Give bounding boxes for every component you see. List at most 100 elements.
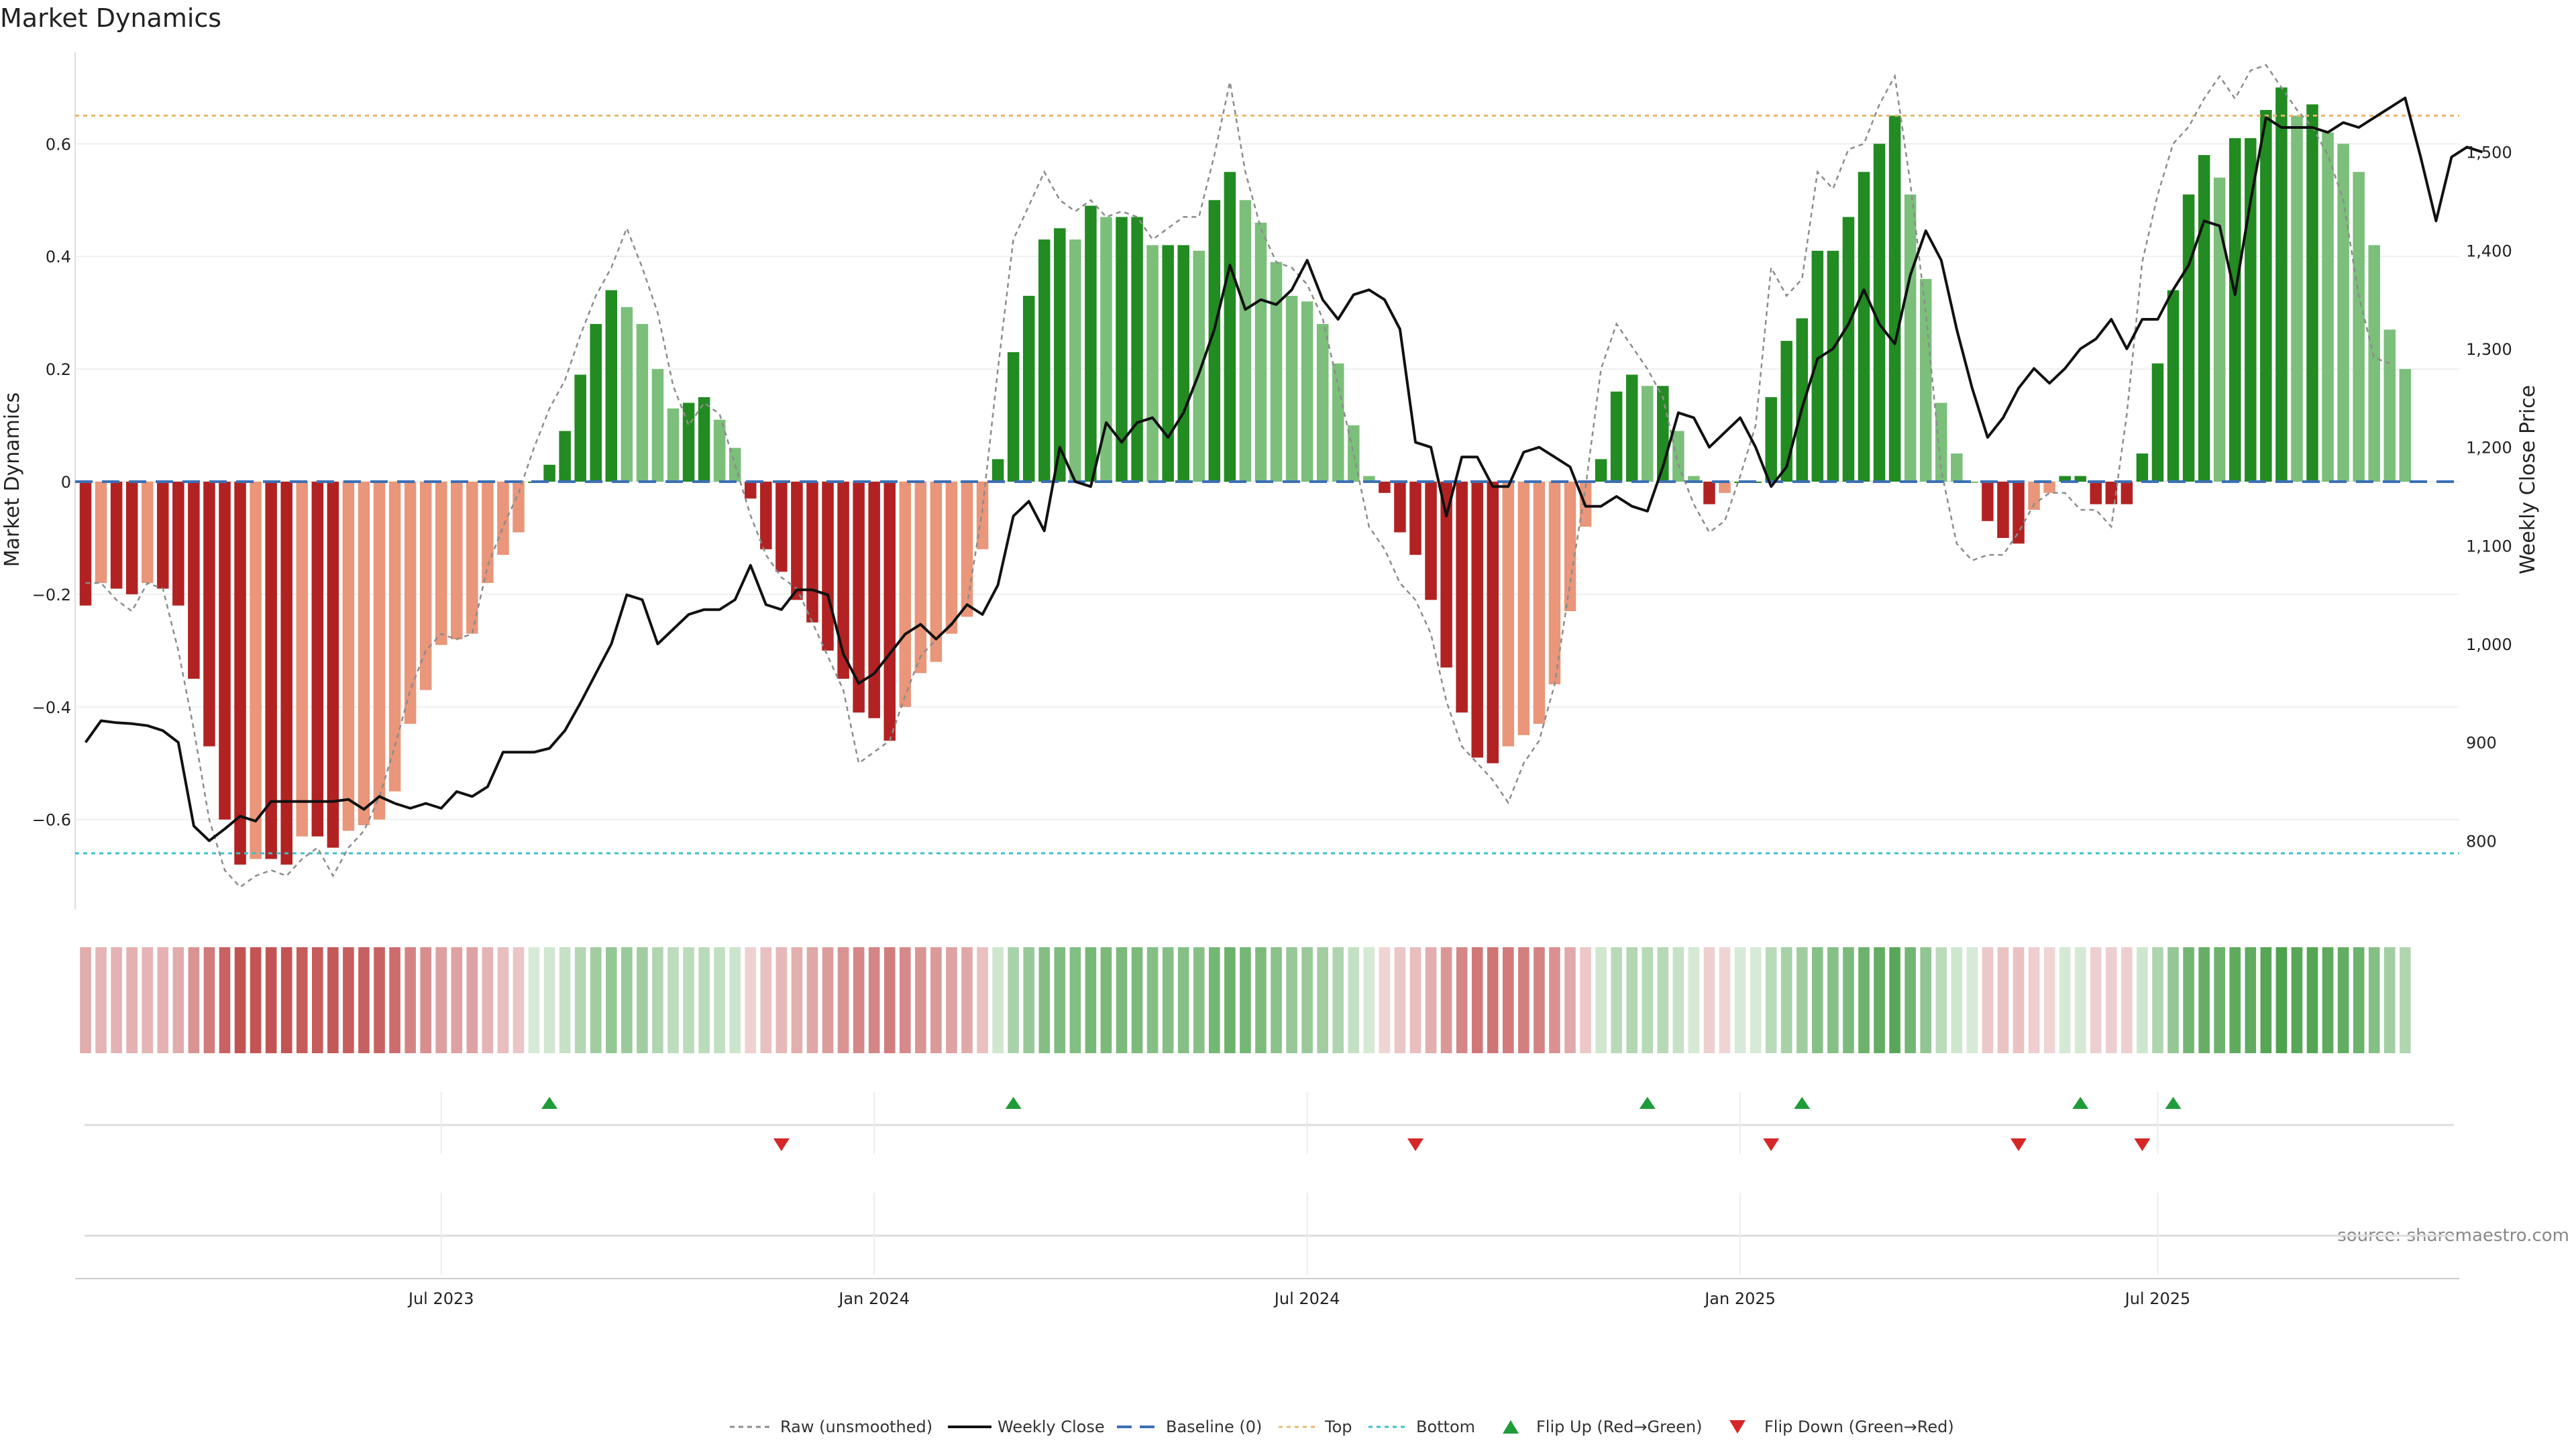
momentum-bar [388,482,401,792]
regime-cell [451,947,463,1053]
momentum-bar [1502,482,1515,747]
momentum-bar [1966,482,1978,483]
regime-cell [157,947,169,1053]
momentum-bar [188,482,200,679]
regime-cell [1858,947,1870,1053]
regime-cell [2291,947,2303,1053]
regime-cell [1286,947,1297,1053]
legend-swatch-flip-down [1729,1420,1746,1434]
momentum-bar [1177,245,1189,482]
regime-cell [513,947,525,1053]
regime-cell [2043,947,2055,1053]
legend-label: Raw (unsmoothed) [780,1417,932,1436]
flip-up-marker [541,1097,558,1109]
regime-cell [2152,947,2163,1053]
regime-cell [683,947,694,1053]
momentum-bar [141,482,154,584]
momentum-bar [543,464,555,482]
regime-cell [946,947,957,1053]
regime-cell [327,947,339,1053]
regime-cell [1626,947,1638,1053]
momentum-bar [667,408,680,482]
regime-cell [1503,947,1514,1053]
regime-cell [977,947,988,1053]
regime-cell [95,947,107,1053]
regime-cell [1549,947,1560,1053]
momentum-bar [1919,278,1932,482]
regime-cell [296,947,308,1053]
regime-cell [652,947,663,1053]
regime-strip [80,947,2411,1053]
momentum-bar [1811,250,1824,482]
lower-panel [75,1234,2459,1279]
momentum-bar [2136,453,2149,482]
regime-cell [1255,947,1267,1053]
regime-cell [1008,947,1019,1053]
regime-cell [1920,947,1932,1053]
regime-cell [775,947,788,1053]
momentum-bar [1564,482,1576,612]
momentum-bar [559,431,571,482]
momentum-bar [2337,144,2349,482]
momentum-bar [2291,115,2303,482]
momentum-bar [219,482,231,820]
regime-cell [559,947,571,1053]
flip-markers-panel [85,1097,2454,1151]
momentum-bar [853,482,865,713]
momentum-bar [1270,262,1283,482]
momentum-bar [1301,301,1313,482]
regime-cell [2306,947,2318,1053]
momentum-bar [1780,341,1792,482]
flip-up-marker [2165,1097,2182,1109]
y2-axis-title: Weekly Close Price [2516,385,2540,574]
y-tick-label: 0.2 [46,360,71,379]
regime-cell [698,947,710,1053]
legend-label: Flip Up (Red→Green) [1536,1417,1703,1436]
legend-label: Bottom [1416,1417,1475,1436]
momentum-bar [2383,329,2396,482]
regime-cell [543,947,555,1053]
regime-cell [435,947,447,1053]
regime-cell [1657,947,1669,1053]
regime-cell [497,947,509,1053]
flip-down-marker [1763,1138,1780,1151]
regime-cell [806,947,818,1053]
momentum-bar [311,482,324,837]
regime-cell [2012,947,2025,1053]
regime-cell [2322,947,2334,1053]
momentum-bar [1100,217,1112,482]
regime-cell [188,947,200,1053]
regime-cell [837,947,849,1053]
regime-cell [1982,947,1994,1053]
momentum-bar [775,482,788,572]
momentum-bar [745,482,757,499]
momentum-bar [1951,453,1963,482]
regime-cell [1688,947,1700,1053]
momentum-bar [2322,132,2334,482]
momentum-bar [1997,482,2009,538]
regime-cell [2167,947,2179,1053]
regime-cell [1193,947,1205,1053]
momentum-bar [1379,482,1391,493]
momentum-bar [1146,245,1159,482]
regime-cell [961,947,973,1053]
y2-tick-label: 1,000 [2466,635,2512,654]
momentum-bar [698,397,710,482]
legend-label: Flip Down (Green→Red) [1764,1417,1954,1436]
regime-cell [1889,947,1900,1053]
flip-down-marker [2010,1138,2027,1151]
regime-cell [1440,947,1452,1053]
regime-cell [1038,947,1051,1053]
momentum-bar [1038,239,1051,482]
regime-cell [729,947,741,1053]
x-tick-label: Jul 2023 [407,1289,474,1308]
momentum-bar [250,482,262,859]
regime-cell [1301,947,1313,1053]
regime-cell [590,947,602,1053]
regime-cell [1177,947,1189,1053]
momentum-bar [1316,323,1329,482]
legend-swatch-flip-up [1503,1420,1519,1434]
momentum-bar [1440,482,1452,668]
regime-cell [1456,947,1468,1053]
momentum-bar [1409,482,1421,555]
